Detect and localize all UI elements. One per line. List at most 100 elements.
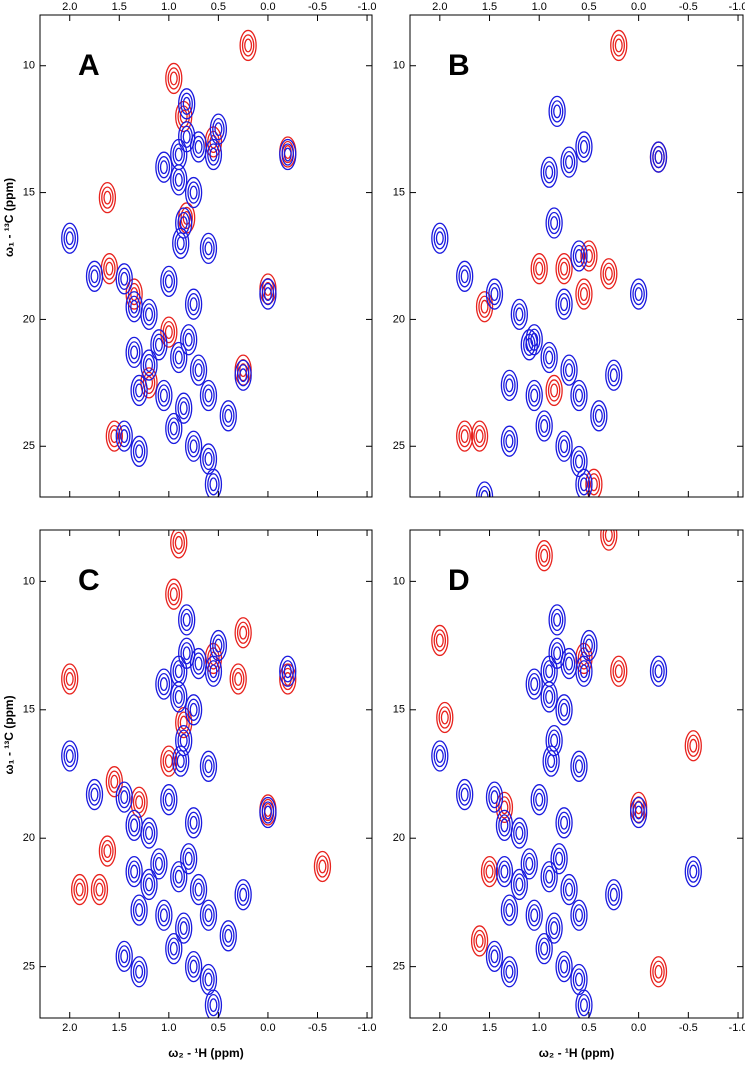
- plot-frame: [39, 529, 373, 1019]
- peak-contour: [572, 968, 586, 991]
- peak-contour: [212, 118, 225, 141]
- peak-contour: [458, 265, 471, 288]
- peak-contour: [535, 792, 544, 807]
- peak-contour: [207, 143, 220, 166]
- peak-contour: [547, 916, 561, 940]
- peak-contour: [574, 759, 583, 774]
- plot-frame: [409, 529, 744, 1019]
- peak-contour: [545, 724, 563, 757]
- peak-contour: [145, 307, 154, 322]
- plot-frame: [409, 14, 744, 498]
- peak-contour: [189, 815, 198, 830]
- peak-contour: [179, 401, 188, 416]
- x-tick-label: -1.0: [729, 1022, 745, 1034]
- peak-contour: [140, 298, 158, 330]
- peak-contour: [162, 750, 176, 773]
- peak-contour: [475, 481, 494, 497]
- peak-contour: [150, 848, 168, 880]
- peak-contour: [234, 672, 243, 686]
- peak-contour: [180, 843, 198, 875]
- peak-contour: [179, 733, 188, 748]
- peak-contour: [187, 181, 200, 204]
- peak-contour: [537, 937, 551, 960]
- peak-contour: [610, 655, 628, 687]
- peak-contour: [540, 941, 549, 956]
- peak-contour: [177, 916, 190, 940]
- peak-contour: [189, 185, 198, 200]
- peak-contour: [110, 429, 119, 444]
- peak-contour: [176, 236, 185, 251]
- peak-contour: [540, 156, 558, 188]
- peak-contour: [189, 354, 208, 386]
- peak-contour: [175, 392, 193, 424]
- peak-contour: [600, 530, 618, 551]
- peak-contour: [155, 899, 173, 931]
- peak-contour: [132, 898, 146, 922]
- peak-contour: [545, 689, 554, 704]
- peak-contour: [590, 400, 608, 432]
- peak-contour: [187, 435, 200, 458]
- x-tick-label: 1.0: [161, 1022, 176, 1034]
- peak-contour: [170, 861, 188, 893]
- panel: 2.0 1.5 1.0 0.5 0.0 -0.5 -1.0 10 15 20 25 B: [393, 1, 745, 498]
- peak-contour: [187, 698, 200, 721]
- peak-contour: [167, 67, 181, 90]
- peak-contour: [105, 261, 114, 276]
- peak-contour: [174, 664, 183, 679]
- peak-contour: [184, 694, 203, 726]
- panel-letter: A: [78, 49, 100, 82]
- peak-contour: [194, 656, 203, 671]
- x-tick-label: -0.5: [679, 1, 698, 13]
- peak-contour: [135, 903, 144, 918]
- peak-contour: [475, 933, 484, 948]
- peak-contour: [189, 873, 208, 906]
- peak-contour: [73, 878, 86, 901]
- peak-contour: [654, 664, 663, 679]
- peak-contour: [135, 383, 144, 398]
- peak-contour: [513, 821, 526, 845]
- peak-contour: [632, 801, 645, 824]
- peak-contour: [263, 805, 272, 820]
- peak-contour: [545, 374, 563, 407]
- peak-contour: [157, 384, 171, 407]
- y-axis-label: ω₁ - ¹³C (ppm): [2, 178, 16, 257]
- peak-contour: [470, 925, 489, 957]
- peak-contour: [142, 873, 156, 896]
- peak-contour: [500, 894, 519, 926]
- peak-contour: [313, 850, 332, 883]
- peak-contour: [490, 949, 499, 964]
- peak-contour: [236, 364, 250, 387]
- peak-contour: [584, 249, 593, 263]
- peak-contour: [528, 328, 541, 351]
- peak-contour: [572, 384, 586, 407]
- peak-contour: [555, 430, 573, 462]
- peak-contour: [172, 865, 185, 888]
- peak-contour: [480, 490, 489, 497]
- peak-contour: [204, 759, 213, 774]
- peak-contour: [164, 274, 173, 289]
- x-tick-label: -1.0: [358, 1022, 377, 1034]
- y-tick-label: 20: [23, 832, 35, 844]
- peak-contour: [236, 621, 250, 644]
- x-tick-label: 2.0: [432, 1022, 447, 1034]
- peak-contour: [552, 847, 566, 870]
- peak-contour: [500, 864, 509, 879]
- peak-contour: [219, 920, 237, 952]
- peak-contour: [180, 324, 198, 356]
- peaks: [431, 530, 702, 1018]
- peak-contour: [498, 814, 511, 837]
- peak-contour: [433, 744, 447, 768]
- peak-contour: [65, 749, 74, 763]
- panel-letter: C: [78, 564, 100, 597]
- peak-contour: [602, 530, 616, 547]
- peak-contour: [165, 578, 183, 610]
- peak-contour: [157, 904, 171, 927]
- peak-contour: [108, 770, 121, 793]
- peak-contour: [510, 298, 528, 330]
- peak-contour: [115, 420, 133, 452]
- x-tick-label: 0.5: [581, 1, 596, 13]
- peak-contour: [142, 303, 156, 326]
- x-tick-label: 0.0: [631, 1, 646, 13]
- peak-contour: [150, 329, 168, 361]
- peak-contour: [478, 485, 491, 497]
